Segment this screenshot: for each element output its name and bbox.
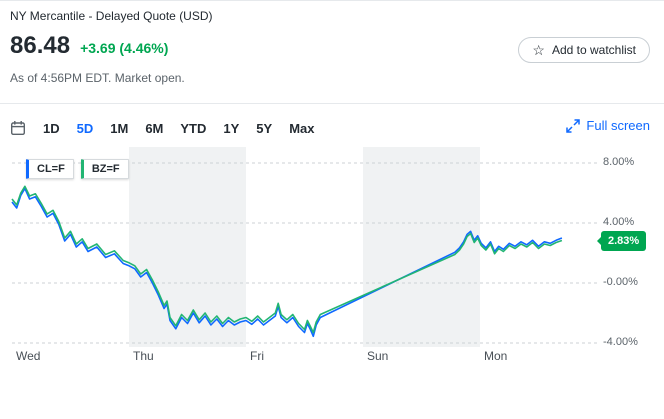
range-tab-1y[interactable]: 1Y [223, 120, 240, 136]
x-axis-label-wed: Wed [16, 349, 41, 363]
range-tab-1m[interactable]: 1M [110, 120, 129, 136]
watchlist-label: Add to watchlist [551, 43, 636, 57]
price-chart: CL=F BZ=F 2.83% 8.00% 4.00% -0.00% -4.00% Wed… [0, 147, 664, 387]
x-axis-label-fri: Fri [250, 349, 264, 363]
series-line-bzf [11, 185, 563, 334]
x-axis-label-mon: Mon [484, 349, 508, 363]
legend-chip-clf[interactable]: CL=F [26, 159, 74, 179]
x-axis-label-sun: Sun [367, 349, 389, 363]
fullscreen-label: Full screen [586, 118, 650, 133]
session-band [129, 147, 246, 347]
date-range-picker-button[interactable] [10, 120, 26, 136]
range-tab-ytd[interactable]: YTD [180, 120, 207, 136]
price-change: +3.69 (4.46%) [80, 40, 169, 56]
divider [0, 103, 664, 104]
price-value: 86.48 [10, 32, 71, 59]
y-axis-label: -0.00% [603, 276, 638, 288]
quote-subtitle: NY Mercantile - Delayed Quote (USD) [10, 9, 213, 23]
calendar-icon [11, 121, 26, 136]
add-to-watchlist-button[interactable]: ☆ Add to watchlist [518, 37, 650, 63]
range-tab-6m[interactable]: 6M [145, 120, 164, 136]
fullscreen-button[interactable]: Full screen [566, 118, 650, 133]
as-of-text: As of 4:56PM EDT. Market open. [10, 71, 185, 85]
y-axis-label: 8.00% [603, 156, 635, 168]
fullscreen-expand-icon [566, 118, 581, 133]
y-axis-label: 4.00% [603, 216, 635, 228]
range-tab-5y[interactable]: 5Y [256, 120, 273, 136]
price-row: 86.48 +3.69 (4.46%) [10, 32, 168, 60]
range-tab-5d[interactable]: 5D [76, 120, 94, 136]
range-tabs: 1D 5D 1M 6M YTD 1Y 5Y Max [43, 121, 314, 136]
chart-toolbar: 1D 5D 1M 6M YTD 1Y 5Y Max [10, 112, 314, 144]
star-icon: ☆ [532, 42, 545, 58]
last-price-badge: 2.83% [596, 230, 647, 251]
y-axis-label: -4.00% [603, 336, 638, 348]
series-line-clf [11, 187, 563, 338]
chart-legend: CL=F BZ=F [26, 159, 129, 179]
legend-chip-bzf[interactable]: BZ=F [80, 159, 129, 179]
range-tab-1d[interactable]: 1D [43, 120, 60, 136]
x-axis-label-thu: Thu [133, 349, 154, 363]
range-tab-max[interactable]: Max [289, 120, 315, 136]
